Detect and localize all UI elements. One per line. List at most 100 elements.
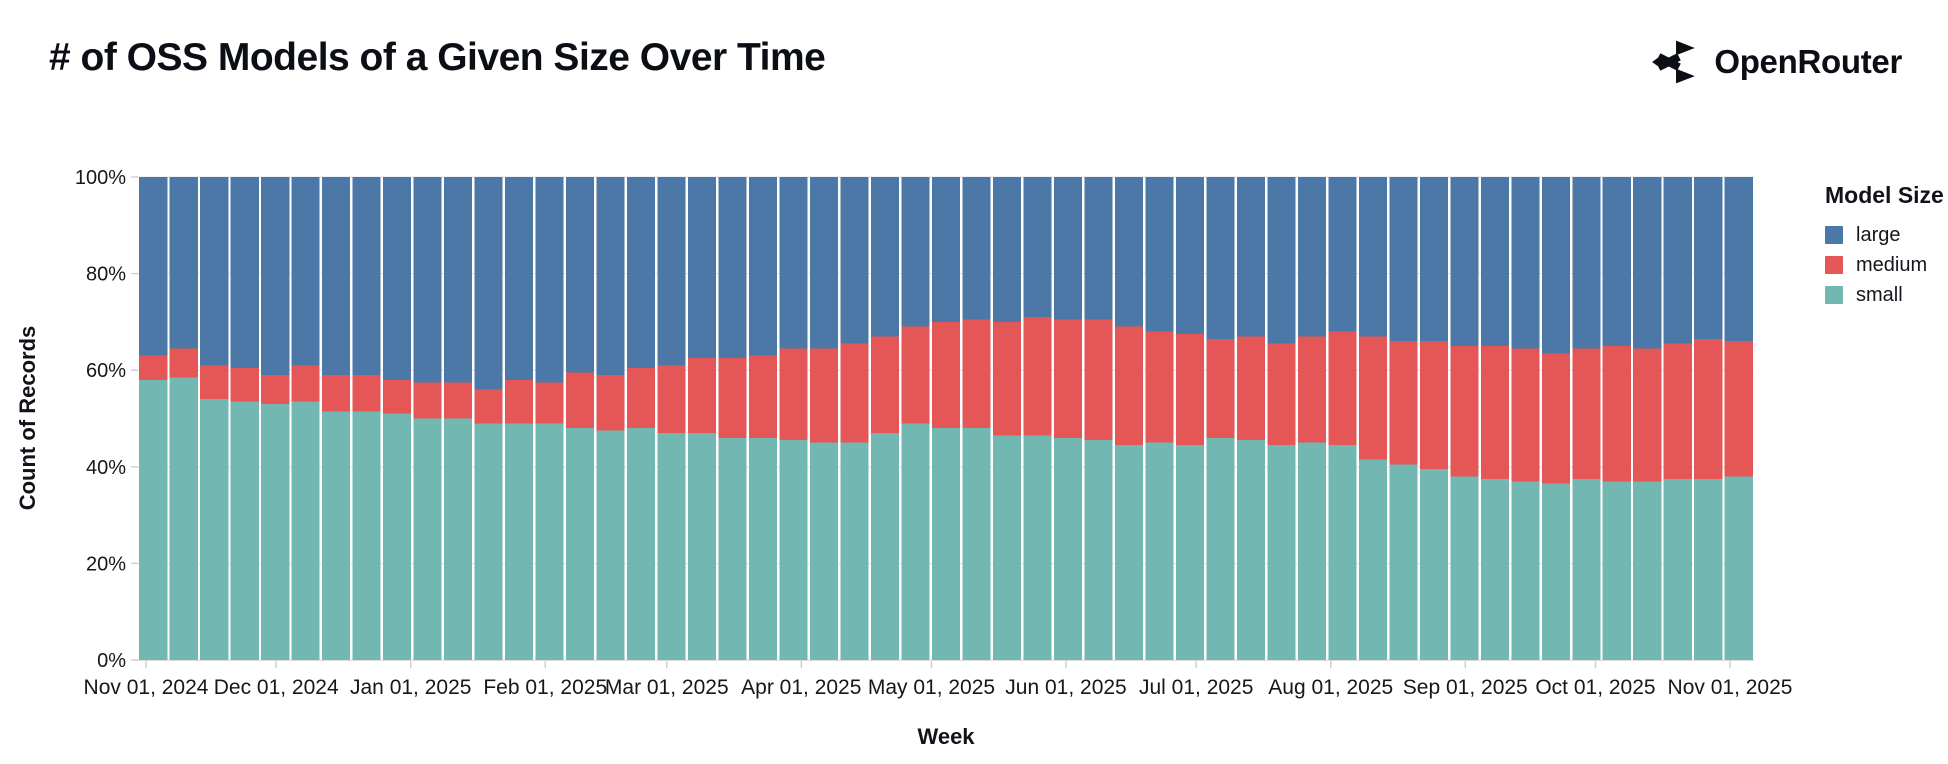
bar-segment-large-2025-07-18	[1267, 177, 1296, 344]
bar-segment-small-2025-10-10	[1633, 481, 1662, 660]
x-tick-label-Jan 01, 2025: Jan 01, 2025	[350, 676, 471, 699]
bar-segment-medium-2024-12-13	[322, 375, 351, 412]
bar-segment-large-2024-12-20	[352, 177, 381, 376]
legend-item-large: large	[1825, 225, 1945, 245]
bar-segment-medium-2024-11-15	[200, 365, 229, 400]
bar-segment-small-2025-05-16	[992, 435, 1022, 660]
x-tick-label-Mar 01, 2025: Mar 01, 2025	[605, 676, 729, 699]
legend-label-medium: medium	[1856, 254, 1928, 276]
bar-segment-small-2024-11-22	[230, 401, 259, 660]
bar-segment-large-2024-11-29	[261, 177, 290, 376]
bar-segment-medium-2024-11-08	[169, 348, 198, 378]
bar-segment-large-2025-01-31	[535, 177, 564, 383]
bar-segment-medium-2025-05-23	[1023, 317, 1052, 436]
bar-segment-small-2025-02-21	[627, 428, 656, 660]
bar-segment-large-2024-12-27	[383, 177, 412, 380]
bar-segment-large-2025-06-13	[1114, 177, 1143, 327]
bar-segment-small-2025-10-03	[1602, 481, 1631, 660]
bar-segment-large-2024-12-06	[291, 177, 320, 366]
x-tick-label-Nov 01, 2024: Nov 01, 2024	[84, 676, 209, 699]
bar-segment-small-2025-06-27	[1175, 445, 1204, 660]
bar-segment-small-2025-06-13	[1114, 445, 1143, 660]
bar-segment-small-2025-10-17	[1663, 478, 1692, 660]
bar-segment-small-2025-08-01	[1328, 445, 1357, 660]
legend-swatch-large	[1825, 226, 1843, 244]
page-title: # of OSS Models of a Given Size Over Tim…	[49, 36, 826, 79]
x-tick-label-Dec 01, 2024: Dec 01, 2024	[214, 676, 339, 699]
bar-segment-small-2025-03-07	[688, 432, 717, 660]
bar-segment-large-2025-05-23	[1023, 177, 1052, 318]
bar-segment-large-2025-06-27	[1175, 177, 1204, 334]
bar-segment-medium-2025-05-02	[931, 321, 961, 429]
bar-segment-small-2025-10-31	[1724, 476, 1753, 660]
x-tick-label-Jul 01, 2025: Jul 01, 2025	[1139, 676, 1253, 699]
bar-segment-large-2025-09-19	[1541, 177, 1570, 354]
bar-segment-medium-2025-04-04	[809, 348, 839, 443]
bar-segment-small-2025-01-10	[444, 418, 473, 660]
bar-segment-large-2025-07-04	[1206, 177, 1235, 339]
bar-segment-small-2025-07-11	[1236, 440, 1265, 660]
bar-segment-small-2025-02-28	[657, 432, 686, 660]
bar-segment-medium-2025-01-24	[505, 379, 534, 424]
bar-segment-medium-2025-04-11	[840, 343, 869, 443]
bar-segment-medium-2025-07-25	[1297, 336, 1326, 443]
bar-segment-small-2024-12-06	[291, 401, 320, 660]
x-tick-label-Feb 01, 2025: Feb 01, 2025	[483, 676, 607, 699]
bar-segment-large-2025-10-24	[1694, 177, 1723, 339]
bar-segment-medium-2025-10-24	[1694, 338, 1723, 479]
bar-segment-large-2025-10-17	[1663, 177, 1692, 344]
bar-segment-medium-2025-03-21	[749, 355, 778, 438]
bar-segment-small-2025-05-30	[1053, 437, 1083, 660]
openrouter-logo-text: OpenRouter	[1714, 43, 1902, 80]
bar-segment-medium-2025-01-31	[535, 382, 564, 424]
bar-segment-medium-2025-10-17	[1663, 343, 1692, 479]
bar-segment-small-2025-04-25	[901, 423, 930, 660]
bar-segment-large-2025-06-06	[1084, 177, 1113, 320]
x-tick-label-Oct 01, 2025: Oct 01, 2025	[1535, 676, 1655, 699]
bar-segment-large-2025-10-10	[1633, 177, 1662, 349]
bar-segment-medium-2024-12-27	[383, 379, 412, 414]
bar-segment-medium-2025-06-27	[1175, 333, 1204, 446]
bar-segment-small-2024-12-27	[383, 413, 412, 660]
bar-segment-large-2025-08-29	[1450, 177, 1479, 347]
bar-segment-small-2025-01-31	[535, 423, 564, 660]
bar-segment-medium-2025-06-13	[1114, 326, 1143, 446]
bar-segment-medium-2025-03-28	[779, 348, 808, 441]
bar-segment-medium-2025-07-11	[1236, 336, 1265, 441]
bar-segment-large-2025-03-28	[779, 177, 808, 349]
bar-segment-small-2024-12-13	[322, 411, 351, 660]
bar-segment-medium-2025-04-18	[870, 336, 900, 433]
bar-segment-large-2025-08-22	[1419, 177, 1448, 342]
bar-segment-small-2025-01-17	[474, 423, 503, 660]
bar-segment-medium-2025-10-31	[1724, 341, 1753, 477]
bar-segment-large-2025-08-01	[1328, 177, 1357, 332]
bar-segment-medium-2025-01-10	[444, 382, 473, 419]
bar-segment-small-2025-08-08	[1358, 459, 1387, 660]
x-tick-label-Aug 01, 2025: Aug 01, 2025	[1268, 676, 1393, 699]
bar-segment-medium-2025-08-15	[1389, 341, 1418, 465]
bar-segment-large-2025-05-09	[962, 177, 991, 320]
bar-segment-small-2025-03-21	[749, 437, 778, 660]
bar-segment-large-2024-11-22	[230, 177, 259, 368]
bar-segment-medium-2025-10-03	[1602, 346, 1631, 482]
bar-segment-medium-2025-05-16	[992, 321, 1022, 436]
bar-segment-medium-2025-08-22	[1419, 341, 1448, 470]
bar-segment-medium-2025-04-25	[901, 326, 930, 424]
y-tick-label-60: 60%	[86, 360, 126, 382]
y-tick-label-100: 100%	[75, 167, 126, 189]
bar-segment-large-2024-11-08	[169, 177, 198, 349]
bar-segment-large-2024-11-15	[200, 177, 229, 366]
x-tick-label-Sep 01, 2025: Sep 01, 2025	[1403, 676, 1528, 699]
bar-segment-medium-2025-06-20	[1145, 331, 1174, 443]
bar-segment-medium-2025-01-17	[474, 389, 503, 424]
bar-segment-small-2025-01-24	[505, 423, 534, 660]
bar-segment-small-2025-09-26	[1572, 478, 1601, 660]
bar-segment-medium-2025-03-14	[718, 358, 747, 438]
bar-segment-medium-2025-02-07	[566, 372, 595, 429]
bar-segment-large-2025-03-07	[688, 177, 717, 359]
x-tick-label-Jun 01, 2025: Jun 01, 2025	[1005, 676, 1126, 699]
bar-segment-small-2024-11-08	[169, 377, 198, 660]
y-axis-title: Count of Records	[15, 325, 40, 511]
y-tick-label-0: 0%	[97, 650, 126, 672]
